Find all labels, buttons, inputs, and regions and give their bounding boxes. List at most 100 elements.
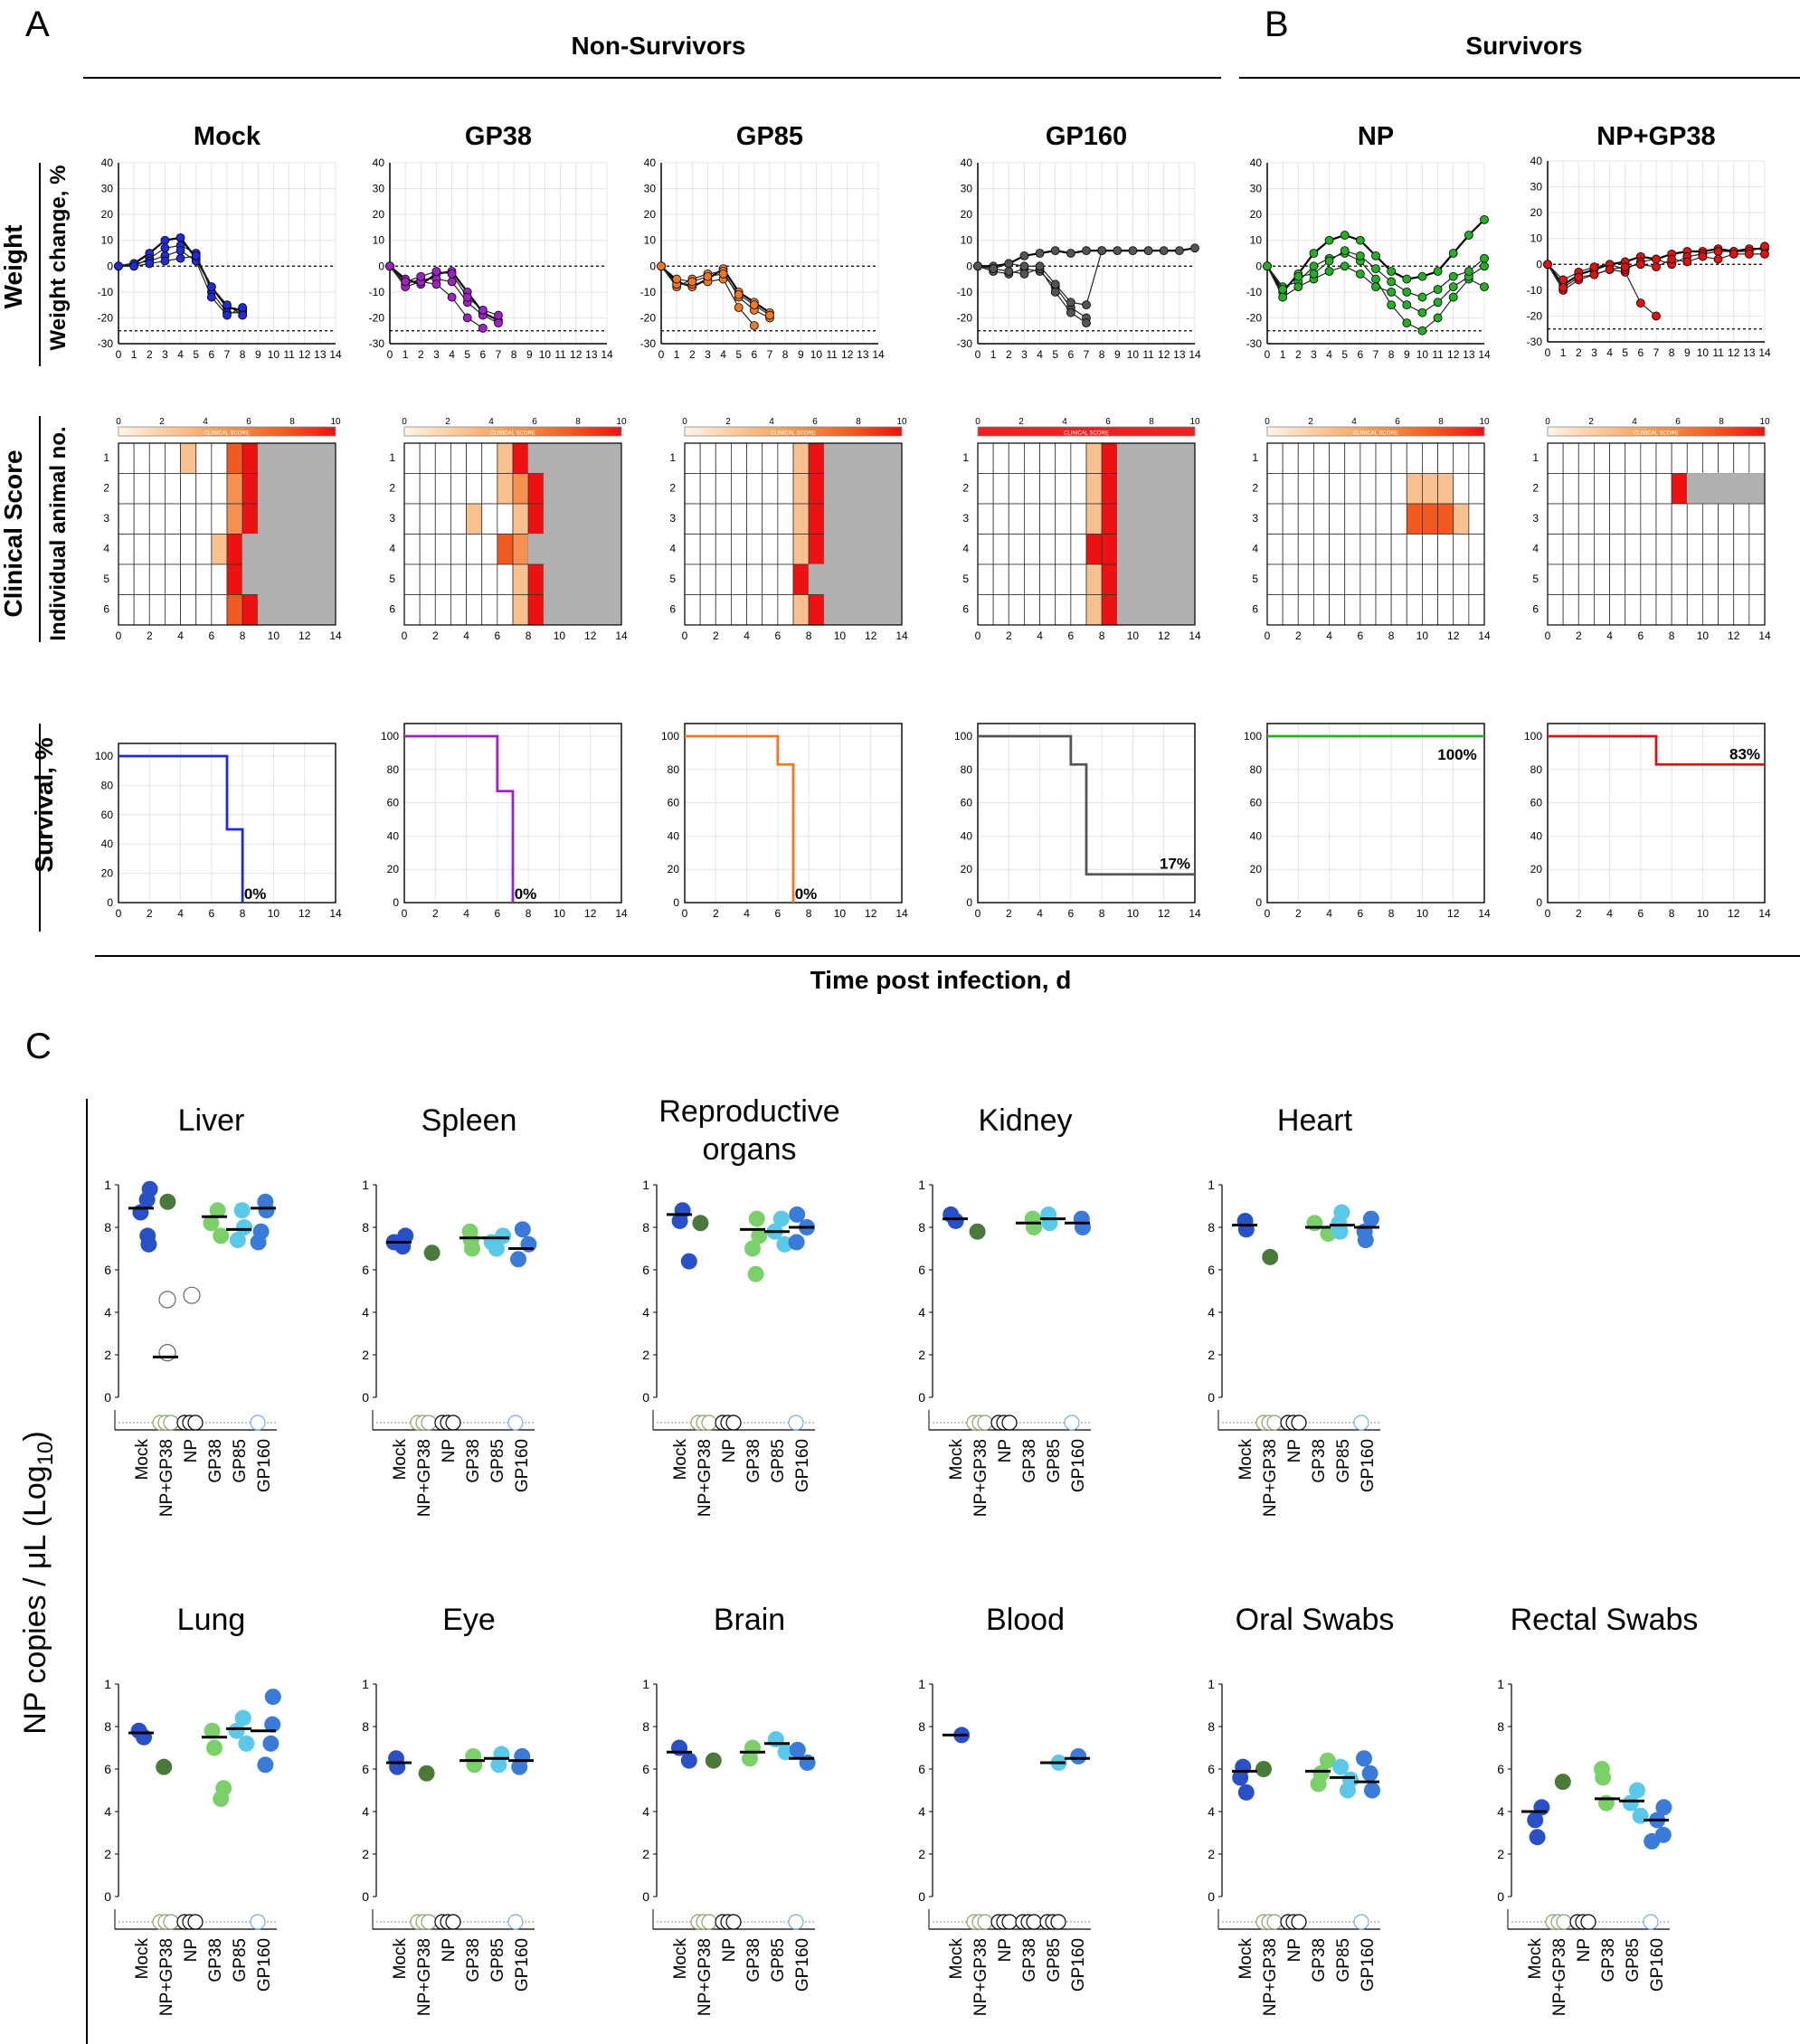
data-point <box>418 1765 435 1782</box>
x-tick-label: 1 <box>1560 346 1567 359</box>
survival-percent-label: 83% <box>1729 745 1760 762</box>
score-cell <box>180 594 197 626</box>
score-cell <box>777 563 794 595</box>
not-detected-marker <box>187 1914 204 1930</box>
x-tick-label: 0 <box>402 629 408 642</box>
not-detected-marker <box>725 1914 742 1930</box>
y-tick-label: 6 <box>1208 1762 1215 1776</box>
panel-label-b: B <box>1265 5 1289 44</box>
x-tick-label: 12 <box>584 907 597 920</box>
chart-title-gp160: GP160 <box>1046 122 1127 151</box>
score-cell <box>1594 503 1610 535</box>
x-tick-label: 12 <box>1158 348 1170 361</box>
x-tick-label: 10 <box>1416 348 1429 361</box>
score-cell <box>839 534 856 565</box>
score-cell <box>746 473 763 505</box>
score-cell <box>1547 534 1564 565</box>
animal-label: 1 <box>669 451 676 464</box>
heatmap-frame <box>1547 442 1766 626</box>
score-cell <box>1359 594 1377 626</box>
category-label: GP160 <box>1359 1938 1378 1992</box>
score-cell <box>1313 594 1330 626</box>
score-cell <box>403 563 421 595</box>
score-cell <box>792 473 810 505</box>
score-cell <box>1055 503 1072 535</box>
score-cell <box>823 563 840 595</box>
score-cell <box>466 473 483 505</box>
animal-label: 4 <box>962 543 969 555</box>
animal-label: 5 <box>669 573 676 585</box>
x-tick-label: 12 <box>298 907 311 920</box>
y-tick-label: 80 <box>1250 763 1263 776</box>
category-label: GP38 <box>464 1439 483 1483</box>
score-cell <box>1547 594 1564 626</box>
score-cell <box>1344 594 1361 626</box>
score-cell <box>1640 534 1657 565</box>
score-cell <box>992 563 1009 595</box>
data-point <box>1356 1750 1372 1767</box>
x-tick-label: 4 <box>720 348 726 361</box>
x-tick-label: 1 <box>1280 348 1286 361</box>
animal-label: 4 <box>669 543 676 555</box>
x-tick-label: 7 <box>1373 348 1379 361</box>
score-cell <box>1313 563 1330 595</box>
score-cell <box>1024 503 1040 535</box>
x-tick-label: 10 <box>554 907 566 920</box>
category-label: NP+GP38 <box>696 1938 715 2016</box>
color-scale-label: CLINICAL SCORE <box>490 431 535 437</box>
animal-label: 6 <box>1252 603 1258 616</box>
score-cell <box>481 473 498 505</box>
x-tick-label: 2 <box>1295 629 1302 642</box>
data-point <box>1026 1219 1042 1235</box>
x-tick-label: 14 <box>895 907 908 920</box>
data-point <box>1589 262 1599 272</box>
heatmap-frame <box>118 442 336 626</box>
data-point <box>191 251 201 260</box>
y-tick-label: 6 <box>362 1762 369 1776</box>
x-tick-label: 8 <box>240 348 246 361</box>
score-cell <box>731 442 747 474</box>
x-tick-label: 14 <box>329 907 342 920</box>
x-tick-label: 4 <box>1326 348 1332 361</box>
x-tick-label: 4 <box>1037 629 1043 642</box>
score-cell <box>1547 442 1564 474</box>
data-point <box>748 1210 765 1227</box>
y-tick-label: 0 <box>918 1390 925 1405</box>
score-cell <box>823 473 840 505</box>
data-point <box>1075 1219 1091 1235</box>
score-cell <box>839 563 856 595</box>
score-cell <box>699 473 716 505</box>
score-cell <box>574 473 592 505</box>
animal-label: 1 <box>1252 451 1258 464</box>
score-cell <box>715 563 732 595</box>
x-tick-label: 14 <box>1758 907 1771 920</box>
x-tick-label: 6 <box>1358 348 1364 361</box>
score-cell <box>808 563 825 595</box>
score-cell <box>855 503 872 535</box>
score-cell <box>605 442 622 474</box>
data-point <box>1070 1747 1087 1765</box>
y-tick-label: 40 <box>101 156 114 169</box>
score-cell <box>1547 563 1564 595</box>
survival-chart-np-gp38: 0 20 40 60 80 100 0 2 4 6 8 10 12 14 83% <box>1524 723 1771 920</box>
score-cell <box>1733 473 1750 505</box>
y-tick-label: 2 <box>104 1348 111 1362</box>
score-cell <box>1116 442 1133 474</box>
score-cell <box>211 534 228 565</box>
y-tick-label: 30 <box>1530 181 1543 194</box>
category-label: GP160 <box>793 1938 812 1992</box>
data-point <box>1574 272 1584 282</box>
score-cell <box>870 594 887 626</box>
data-point <box>1635 260 1645 270</box>
score-cell <box>684 503 701 535</box>
data-point <box>1595 1769 1612 1786</box>
category-label: NP <box>720 1439 739 1462</box>
y-tick-label: 100 <box>661 730 679 743</box>
not-detected-marker <box>421 1914 437 1930</box>
category-label: Mock <box>133 1439 152 1481</box>
score-cell <box>434 563 451 595</box>
data-point <box>159 1193 176 1210</box>
data-point <box>1035 261 1045 271</box>
score-cell <box>1625 503 1642 535</box>
y-tick-label: 60 <box>1250 797 1263 809</box>
